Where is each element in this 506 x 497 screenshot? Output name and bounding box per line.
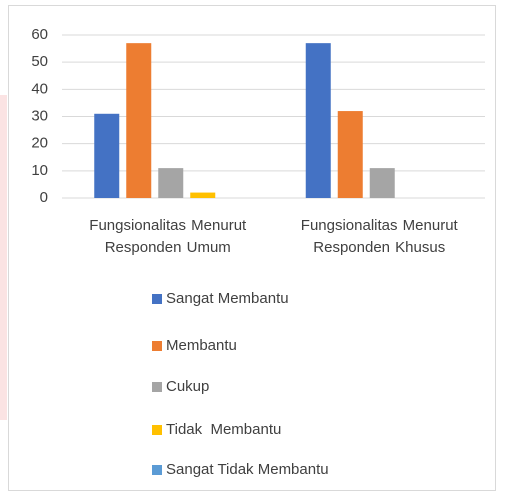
bar [305,43,331,199]
bar [190,192,216,198]
legend-swatch [152,341,162,351]
legend-label: Cukup [166,378,209,395]
y-tick-label: 0 [40,189,48,206]
legend-label: Tidak Membantu [166,421,281,438]
x-tick-label: Fungsionalitas Menurut Responden Khusus [300,217,458,256]
bar [369,168,395,198]
y-tick-label: 30 [31,107,48,124]
legend-swatch [152,294,162,304]
side-strip [0,95,7,420]
bar [126,43,152,199]
x-tick-label: Fungsionalitas Menurut Responden Umum [89,217,247,256]
legend-swatch [152,465,162,475]
bar [337,111,363,198]
y-tick-label: 60 [31,26,48,43]
bar [94,113,120,198]
y-tick-label: 40 [31,80,48,97]
bar [158,168,184,198]
y-tick-label: 10 [31,162,48,179]
y-tick-label: 20 [31,135,48,152]
chart-border [8,5,496,491]
legend-label: Membantu [166,337,237,354]
legend-label: Sangat Membantu [166,290,289,307]
legend-swatch [152,382,162,392]
legend-swatch [152,425,162,435]
legend-label: Sangat Tidak Membantu [166,461,329,478]
y-tick-label: 50 [31,53,48,70]
